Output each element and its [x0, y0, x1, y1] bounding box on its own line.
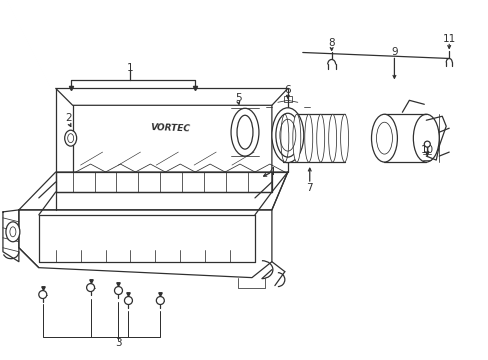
- Ellipse shape: [124, 297, 132, 305]
- Text: 8: 8: [327, 37, 334, 48]
- Text: 5: 5: [234, 93, 241, 103]
- Ellipse shape: [292, 114, 300, 162]
- Ellipse shape: [412, 114, 438, 162]
- Text: 7: 7: [306, 183, 312, 193]
- Ellipse shape: [304, 114, 312, 162]
- Ellipse shape: [316, 114, 324, 162]
- Ellipse shape: [280, 114, 288, 162]
- Ellipse shape: [86, 284, 94, 292]
- Text: 6: 6: [284, 85, 290, 95]
- Ellipse shape: [156, 297, 164, 305]
- Text: 11: 11: [442, 33, 455, 44]
- Ellipse shape: [328, 114, 336, 162]
- Ellipse shape: [371, 114, 397, 162]
- Ellipse shape: [424, 141, 429, 147]
- Text: 10: 10: [420, 145, 433, 155]
- Text: 1: 1: [127, 63, 134, 73]
- Ellipse shape: [6, 222, 20, 242]
- Ellipse shape: [64, 130, 77, 146]
- Text: 2: 2: [65, 113, 72, 123]
- Ellipse shape: [340, 114, 348, 162]
- Ellipse shape: [230, 108, 259, 156]
- Text: 4: 4: [268, 167, 275, 177]
- Ellipse shape: [39, 291, 47, 298]
- Text: 3: 3: [115, 338, 122, 348]
- Bar: [283, 96, 291, 102]
- Text: 9: 9: [390, 48, 397, 58]
- Ellipse shape: [114, 287, 122, 294]
- Text: VORTEC: VORTEC: [150, 123, 190, 134]
- Ellipse shape: [271, 108, 303, 163]
